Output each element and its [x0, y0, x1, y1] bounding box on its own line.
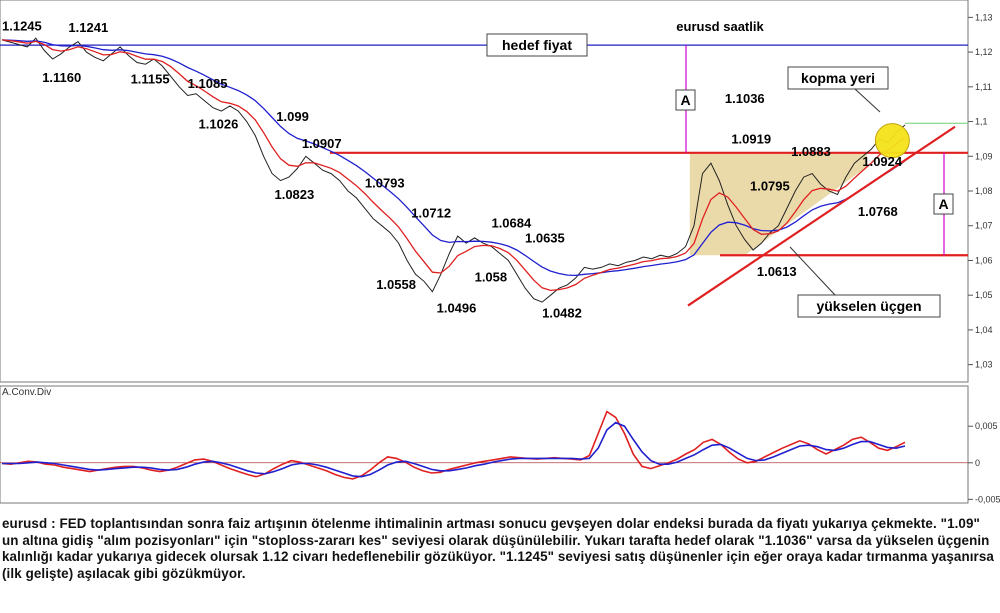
price-tick-label: 1,08	[975, 186, 993, 196]
macd-line	[1, 410, 906, 480]
breakout-pointer	[854, 88, 881, 113]
measure-a-label-right: A	[938, 196, 948, 212]
indicator-tick-label: 0	[975, 458, 980, 468]
price-label: 1.0712	[411, 206, 451, 221]
indicator-name: A.Conv.Div	[2, 387, 51, 398]
chart-canvas: 1,13 1,12 1,11 1,1 1,09 1,08 1,07 1,06 1,05 1,04 1…	[0, 0, 1000, 504]
price-label: 1.1160	[42, 70, 81, 85]
pattern-pointer	[789, 246, 836, 296]
price-label: 1.099	[276, 109, 309, 124]
price-series	[1, 37, 906, 303]
analysis-caption: eurusd : FED toplantısından sonra faiz a…	[2, 516, 994, 581]
moving-average-slow	[1, 39, 906, 277]
price-tick-label: 1,05	[975, 290, 993, 300]
price-tick-label: 1,12	[975, 47, 993, 57]
price-label: 1.0924	[862, 154, 903, 169]
price-label: 1.1085	[188, 76, 228, 91]
price-tick-label: 1,11	[975, 82, 992, 92]
price-label: 1.0907	[302, 136, 342, 151]
price-label: 1.058	[475, 269, 508, 284]
price-tick-label: 1,13	[975, 12, 993, 22]
price-label: 1.0635	[525, 230, 565, 245]
price-label: 1.0482	[542, 305, 582, 320]
moving-average-fast	[1, 39, 906, 292]
pattern-label-box: yükselen üçgen	[797, 294, 941, 318]
price-label: 1.1241	[68, 20, 108, 35]
price-label: 1.0768	[858, 204, 898, 219]
indicator-tick-label: -0,005	[975, 494, 1000, 504]
breakout-label: kopma yeri	[801, 70, 875, 86]
price-tick-label: 1,06	[975, 255, 993, 265]
price-tick-label: 1,03	[975, 360, 993, 370]
price-label: 1.0496	[437, 301, 477, 316]
breakout-circle	[874, 123, 910, 159]
target-label: hedef fiyat	[502, 37, 572, 53]
price-label: 1.0558	[376, 277, 416, 292]
price-label: 1.1036	[725, 91, 765, 106]
measure-a-label-left: A	[680, 92, 690, 108]
price-label: 1.0684	[491, 215, 532, 230]
price-tick-label: 1,07	[975, 221, 993, 231]
pattern-label: yükselen üçgen	[816, 298, 921, 314]
chart-title: eurusd saatlik	[676, 19, 764, 34]
price-tick-label: 1,1	[975, 117, 988, 127]
indicator-panel	[0, 385, 969, 504]
ascending-triangle-area	[689, 152, 868, 256]
price-tick-label: 1,09	[975, 151, 993, 161]
price-label: 1.1245	[2, 18, 42, 33]
price-label: 1.0613	[757, 264, 797, 279]
price-label: 1.0919	[731, 132, 771, 147]
indicator-tick-label: 0,005	[975, 421, 998, 431]
price-label: 1.0883	[791, 144, 831, 159]
measure-a-box-left: A	[675, 89, 696, 111]
price-tick-label: 1,04	[975, 325, 993, 335]
price-axis: 1,13 1,12 1,11 1,1 1,09 1,08 1,07 1,06 1,05 1,04 1…	[968, 12, 993, 370]
measure-a-box-right: A	[933, 193, 954, 215]
price-label: 1.1026	[199, 117, 239, 132]
price-label: 1.0823	[274, 187, 314, 202]
ascending-trendline	[687, 125, 956, 307]
price-label: 1.0793	[365, 175, 405, 190]
price-label: 1.0795	[750, 179, 790, 194]
signal-line	[2, 421, 906, 478]
price-label: 1.1155	[131, 72, 170, 87]
indicator-axis: 0,005 0 -0,005	[968, 421, 1000, 504]
target-label-box: hedef fiyat	[486, 33, 588, 57]
price-labels: 1.1245 1.1241 1.1160 1.1155 1.1085 1.099 1.102…	[2, 18, 903, 320]
breakout-label-box: kopma yeri	[787, 66, 889, 90]
